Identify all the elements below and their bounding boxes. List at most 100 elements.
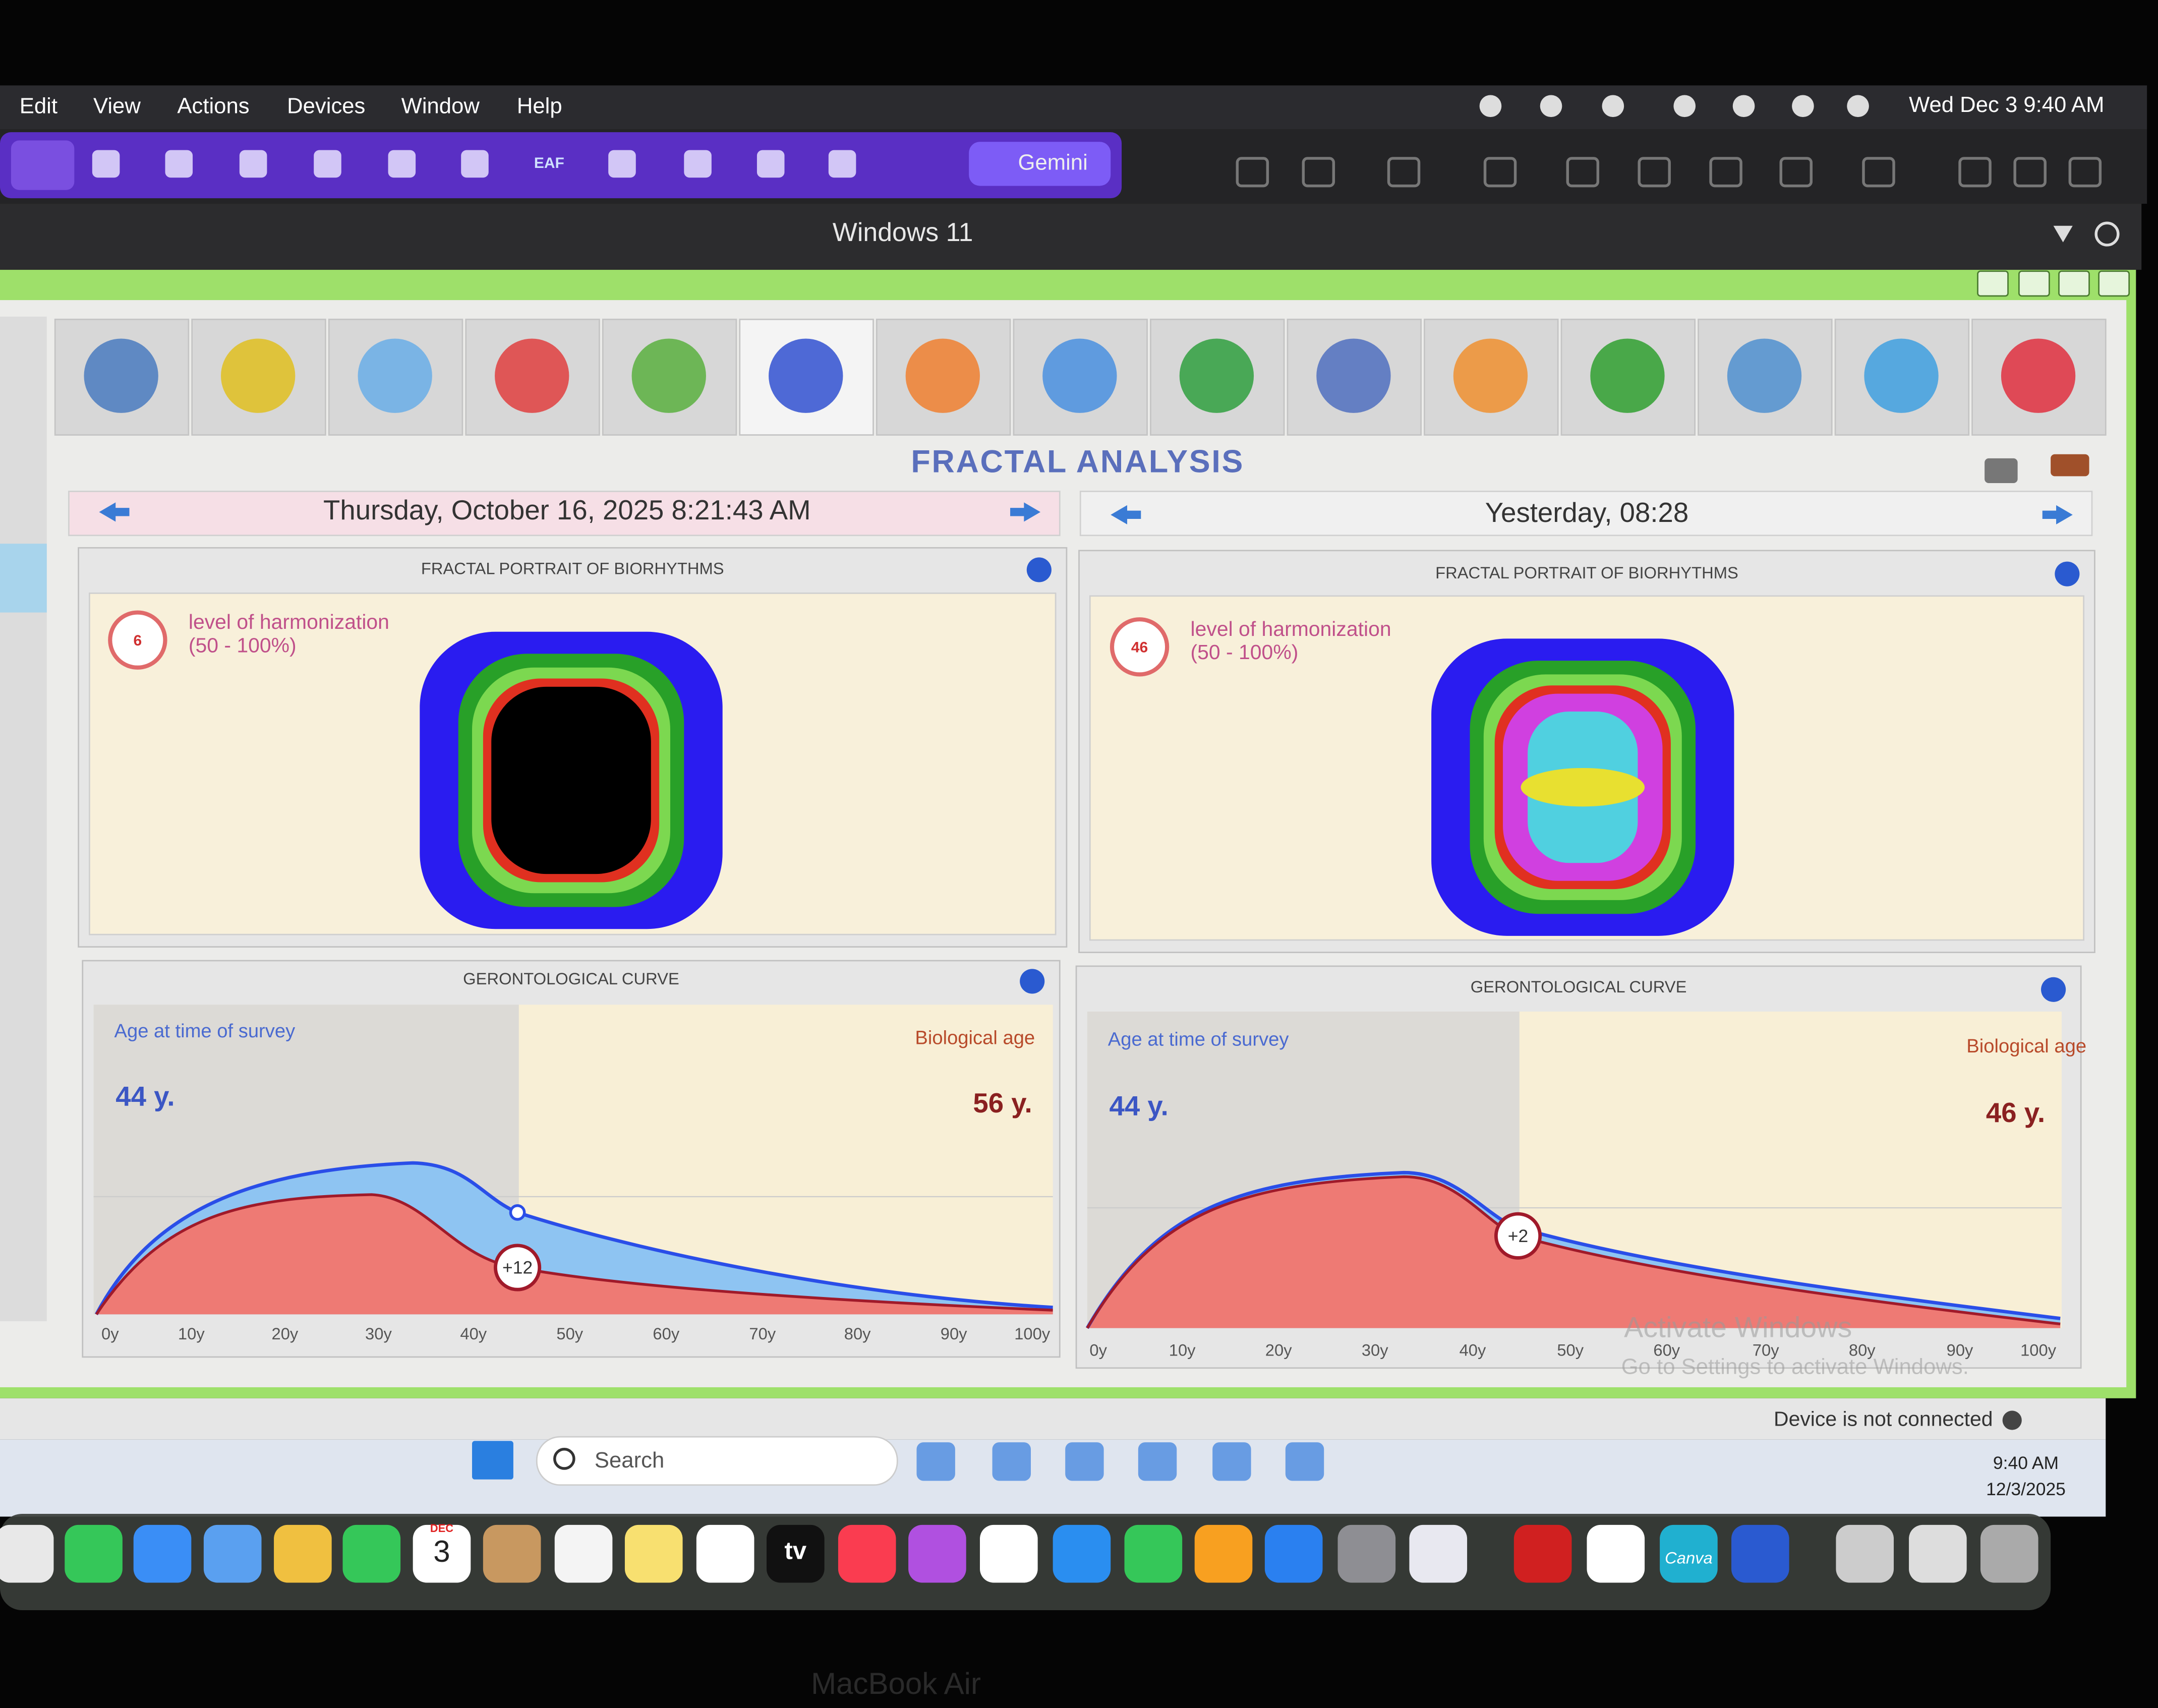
module-icon [220,338,296,413]
tab-icon[interactable] [756,150,785,178]
prev-arrow[interactable] [99,502,130,522]
tab-label[interactable]: EAF [534,155,564,171]
tool-icon[interactable] [1958,157,1992,188]
tab-icon[interactable] [314,150,341,178]
dock-app[interactable] [1194,1524,1253,1583]
age-label: Age at time of survey [1108,1028,1290,1050]
menu-item[interactable]: Help [517,94,562,119]
dock-app[interactable] [1513,1524,1572,1583]
dock-app[interactable] [1836,1524,1894,1583]
module-icon [1864,338,1939,413]
info-icon[interactable] [1026,557,1052,582]
taskbar-app[interactable] [1065,1442,1104,1481]
harmonization-label: level of harmonization [189,610,389,633]
tool-icon[interactable] [1236,157,1269,188]
print-icon[interactable] [1985,458,2018,484]
dock-app[interactable] [696,1524,754,1583]
tool-icon[interactable] [1566,157,1600,188]
taskbar-app[interactable] [1212,1442,1251,1481]
dock-app[interactable] [838,1524,896,1583]
taskbar-app[interactable] [1138,1442,1177,1481]
tool-icon[interactable] [1862,157,1895,188]
x-tick-label: 10y [1169,1341,1196,1360]
tab-icon[interactable] [608,150,636,178]
potential-curve [95,1161,1053,1315]
x-tick-label: 90y [941,1324,967,1343]
search-placeholder[interactable]: Search [595,1448,664,1473]
dock-app[interactable] [908,1524,966,1583]
tool-icon[interactable] [2013,157,2047,188]
info-icon[interactable] [1020,969,1045,994]
window-control[interactable] [1977,270,2009,297]
menu-item[interactable]: Devices [287,94,365,119]
info-icon[interactable] [2055,561,2080,586]
dock-app[interactable] [65,1524,123,1583]
next-arrow[interactable] [2042,505,2073,524]
start-button[interactable] [472,1441,513,1480]
dock-app[interactable] [624,1524,683,1583]
tab-icon[interactable] [165,150,193,178]
tab-icon[interactable] [239,150,267,178]
taskbar-app[interactable] [916,1442,955,1481]
module-icon [84,338,158,413]
gemini-label[interactable]: Gemini [1018,150,1088,174]
x-tick-label: 100y [1014,1324,1051,1343]
taskbar-app[interactable] [992,1442,1031,1481]
dock-app[interactable] [1337,1524,1396,1583]
menu-item[interactable]: Window [401,94,480,119]
menu-item[interactable]: View [93,94,141,119]
x-tick-label: 80y [844,1324,871,1343]
window-control[interactable] [2098,270,2130,297]
menu-item[interactable]: Edit [20,94,57,119]
dock-app[interactable] [1731,1524,1789,1583]
tool-icon[interactable] [1638,157,1671,188]
dock-app[interactable] [1909,1524,1967,1583]
dock-app[interactable] [554,1524,613,1583]
tab-icon[interactable] [461,150,489,178]
activation-watermark: Activate Windows [1624,1311,1852,1343]
info-icon[interactable] [2041,977,2066,1002]
window-control[interactable] [2018,270,2050,297]
dock-app[interactable] [133,1524,192,1583]
tool-icon[interactable] [1709,157,1742,188]
dock-app[interactable] [1053,1524,1111,1583]
dock-app[interactable] [413,1524,471,1583]
dock-app[interactable] [0,1524,54,1583]
x-tick-label: 70y [749,1324,776,1343]
tool-icon[interactable] [2068,157,2102,188]
laptop-label: MacBook Air [811,1667,981,1700]
next-arrow[interactable] [1010,502,1041,522]
book-icon[interactable] [2051,454,2089,477]
menu-item[interactable]: Actions [177,94,249,119]
prev-arrow[interactable] [1111,505,1141,524]
device-status: Device is not connected [1774,1407,1993,1430]
x-tick-label: 0y [101,1324,119,1343]
dock-app[interactable] [274,1524,332,1583]
tab-icon[interactable] [828,150,856,178]
dock-app[interactable] [980,1524,1038,1583]
dock-app[interactable] [767,1524,825,1583]
dock-app[interactable] [1409,1524,1468,1583]
search-box[interactable] [536,1436,898,1486]
gemini-button[interactable] [969,142,1111,186]
tab-icon[interactable] [388,150,416,178]
tab-icon[interactable] [92,150,120,178]
close-tab[interactable] [11,140,75,190]
taskbar-app[interactable] [1285,1442,1324,1481]
dock-app[interactable] [1980,1524,2038,1583]
tool-icon[interactable] [1387,157,1421,188]
dock-app[interactable] [1587,1524,1645,1583]
window-control[interactable] [2058,270,2090,297]
module-icon [769,338,843,413]
dock-app[interactable] [483,1524,541,1583]
dock-app[interactable] [1264,1524,1323,1583]
session-date: Yesterday, 08:28 [1485,497,1688,528]
tab-icon[interactable] [684,150,712,178]
tool-icon[interactable] [1483,157,1517,188]
tool-icon[interactable] [1302,157,1335,188]
dock-app[interactable] [342,1524,401,1583]
dock-app[interactable] [1660,1524,1718,1583]
dock-app[interactable] [203,1524,262,1583]
dock-app[interactable] [1124,1524,1183,1583]
tool-icon[interactable] [1779,157,1813,188]
